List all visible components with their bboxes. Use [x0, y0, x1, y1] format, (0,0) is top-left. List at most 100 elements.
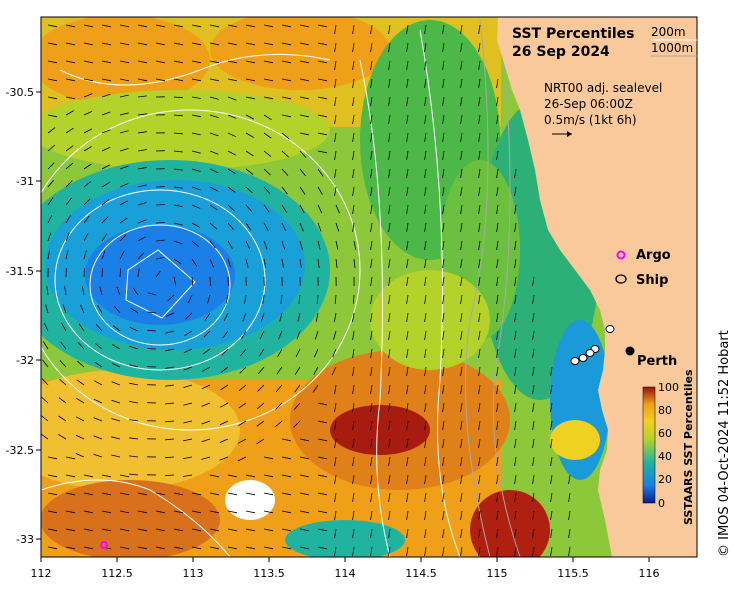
colorbar-tick: 100 — [658, 381, 679, 394]
current-vector — [370, 546, 373, 557]
current-vector — [478, 186, 481, 197]
current-vector — [155, 528, 166, 532]
current-vector — [317, 186, 323, 195]
current-vector — [137, 131, 147, 134]
current-vector — [496, 96, 499, 107]
colorbar-tick: 60 — [658, 427, 672, 440]
current-vector — [334, 186, 337, 197]
current-vector — [219, 420, 229, 426]
current-vector — [406, 528, 409, 539]
current-vector — [442, 456, 445, 467]
current-vector — [313, 366, 319, 375]
current-vector — [568, 546, 571, 557]
current-vector — [119, 251, 125, 260]
current-vector — [227, 528, 238, 532]
current-vector — [119, 78, 130, 82]
current-vector — [65, 162, 74, 170]
current-vector — [478, 150, 481, 161]
current-vector — [65, 510, 76, 514]
current-vector — [299, 456, 310, 460]
perth-marker[interactable] — [625, 346, 635, 356]
y-axis-labels: -30.5 -31 -31.5 -32 -32.5 -33 — [6, 86, 34, 546]
current-vector — [370, 96, 373, 107]
current-vector — [496, 348, 499, 359]
current-vector — [281, 150, 289, 158]
current-vector — [281, 240, 286, 250]
current-vector — [334, 168, 337, 179]
current-vector — [65, 78, 76, 82]
current-vector — [147, 348, 157, 350]
current-vector — [129, 401, 139, 404]
current-vector — [514, 528, 517, 539]
current-vector — [514, 168, 517, 179]
current-vector — [424, 456, 427, 467]
current-vector — [101, 24, 112, 28]
current-vector — [478, 348, 481, 359]
current-vector — [101, 181, 110, 188]
current-vector — [173, 276, 177, 286]
current-source: NRT00 adj. sealevel — [544, 81, 662, 95]
current-vector — [101, 111, 111, 116]
current-vector — [65, 492, 76, 496]
current-vector — [101, 492, 112, 496]
current-vector — [424, 510, 427, 521]
current-vector — [514, 366, 517, 377]
current-vector — [209, 132, 219, 137]
current-vector — [165, 438, 175, 441]
current-vector — [227, 78, 238, 82]
current-vector — [173, 96, 183, 99]
current-vector — [191, 510, 202, 514]
current-vector — [406, 348, 409, 359]
current-vector — [112, 325, 121, 332]
current-vector — [129, 345, 139, 350]
current-vector — [263, 492, 274, 496]
current-vector — [334, 294, 337, 304]
current-vector — [514, 258, 517, 269]
current-vector — [496, 312, 499, 323]
current-vector — [173, 150, 183, 153]
current-vector — [101, 474, 112, 478]
current-vector — [227, 510, 238, 514]
current-vector — [59, 360, 67, 368]
current-vector — [514, 348, 517, 359]
current-vector — [278, 330, 283, 340]
current-vector — [119, 492, 130, 496]
current-vector — [83, 24, 94, 28]
current-vector — [99, 286, 103, 296]
current-vector — [259, 330, 265, 340]
current-vector — [388, 402, 391, 413]
current-vector — [227, 474, 238, 478]
current-vector — [352, 492, 355, 503]
current-vector — [245, 132, 254, 138]
current-vector — [83, 510, 94, 514]
current-vector — [204, 312, 211, 321]
current-vector — [209, 222, 217, 230]
current-vector — [184, 330, 193, 337]
current-vector — [83, 42, 94, 46]
current-vector — [75, 453, 85, 458]
current-vector — [281, 78, 292, 82]
current-vector — [111, 362, 121, 368]
current-vector — [424, 546, 427, 557]
argo-float-marker[interactable] — [100, 541, 108, 549]
current-vector — [424, 96, 427, 107]
current-vector — [460, 510, 463, 521]
current-vector — [352, 348, 355, 359]
current-time: 26-Sep 06:00Z — [544, 97, 633, 111]
current-vector — [550, 456, 553, 467]
current-vector — [424, 384, 427, 395]
current-vector — [388, 510, 391, 521]
current-vector — [83, 128, 93, 134]
scale-arrow — [552, 131, 572, 137]
y-tick-label: -32.5 — [6, 444, 34, 457]
current-vector — [173, 42, 184, 46]
current-vector — [460, 186, 463, 197]
current-scale: 0.5m/s (1kt 6h) — [544, 113, 637, 127]
current-vector — [334, 24, 337, 35]
current-vector — [137, 268, 140, 278]
current-vector — [165, 456, 175, 459]
current-vector — [424, 420, 427, 431]
current-vector — [406, 492, 409, 503]
current-vector — [65, 456, 76, 460]
